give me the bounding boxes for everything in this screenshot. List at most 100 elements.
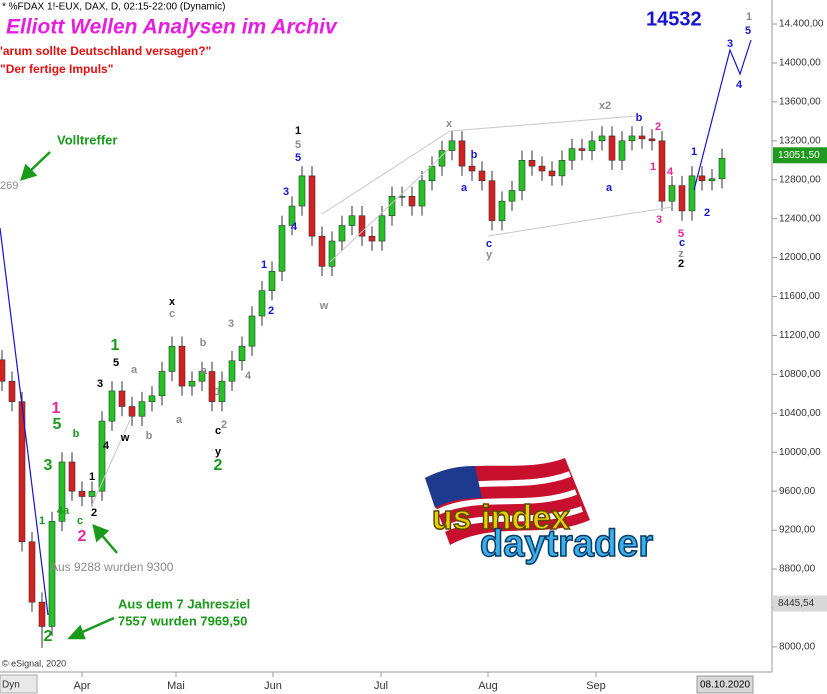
wave-label: 1 xyxy=(39,515,45,527)
wave-label: c xyxy=(169,308,175,320)
candle-body xyxy=(228,360,236,382)
candle-body xyxy=(178,345,186,387)
candle-body xyxy=(488,180,496,221)
y-tick-label: 10000,00 xyxy=(779,447,821,458)
candle-body xyxy=(28,541,36,603)
candle-body xyxy=(658,140,666,202)
subtitle: 'arum sollte Deutschland versagen?" xyxy=(0,44,211,58)
wave-label: 5 xyxy=(678,228,684,240)
candle-body xyxy=(78,490,86,497)
wave-label: a xyxy=(606,182,613,194)
candle-body xyxy=(698,175,706,182)
x-tick-label: Aug xyxy=(478,680,498,692)
wave-label: 2 xyxy=(78,528,87,545)
y-tick-label: 11200,00 xyxy=(779,330,820,341)
candle-body xyxy=(458,140,466,167)
candle-body xyxy=(338,225,346,242)
arrow-head xyxy=(92,524,110,543)
wave-label: x2 xyxy=(599,100,611,112)
candle-body xyxy=(608,135,616,161)
x-tick-label: Mai xyxy=(167,680,185,692)
wave-label: 5 xyxy=(295,139,301,151)
wave-label: 4 xyxy=(245,370,252,382)
candle-body xyxy=(0,359,6,382)
wave-label: a xyxy=(461,182,468,194)
wave-label: 5 xyxy=(53,416,62,433)
wave-label: 4 xyxy=(736,79,743,91)
candle-body xyxy=(158,371,166,397)
candle-body xyxy=(688,175,696,212)
price-marker-label: 13051,50 xyxy=(778,150,820,161)
wave-label: 2 xyxy=(91,507,97,519)
wave-label: 2 xyxy=(221,419,227,431)
candle-body xyxy=(218,380,226,402)
projection-line xyxy=(693,39,752,191)
y-tick-label: 12000,00 xyxy=(779,252,821,263)
wave-label: y xyxy=(215,446,222,458)
note: Aus dem 7 Jahresziel xyxy=(118,596,250,611)
note: Volltreffer xyxy=(57,132,117,147)
title: Elliott Wellen Analysen im Archiv xyxy=(6,16,338,39)
y-tick-label: 9600,00 xyxy=(779,486,816,497)
candle-body xyxy=(638,135,646,140)
candle-body xyxy=(238,345,246,362)
logo-text: us index xyxy=(432,499,570,537)
price-marker-label: 8445,54 xyxy=(778,598,815,609)
candle-body xyxy=(678,185,686,212)
start-label: Dyn xyxy=(2,680,20,691)
wave-label: 1 xyxy=(111,337,120,354)
candle-body xyxy=(68,461,76,492)
candle-body xyxy=(168,345,176,372)
wave-label: 1 xyxy=(650,161,656,173)
candle-body xyxy=(418,180,426,207)
wave-label: 1 xyxy=(295,125,301,137)
candle-body xyxy=(508,190,516,202)
wave-label: b xyxy=(73,428,80,440)
wave-label: 4 xyxy=(291,221,298,233)
channel-line xyxy=(449,115,637,132)
wave-label: 1 xyxy=(746,11,752,23)
y-tick-label: 8800,00 xyxy=(779,564,816,575)
candle-body xyxy=(628,135,636,142)
wave-label: 1 xyxy=(52,400,61,417)
candle-body xyxy=(398,195,406,198)
wave-label: c xyxy=(77,515,83,527)
wave-label: 4 xyxy=(667,166,674,178)
note: Aus 9288 wurden 9300 xyxy=(50,560,174,574)
candle-body xyxy=(568,148,576,161)
candle-body xyxy=(208,371,216,402)
channel-line xyxy=(91,419,131,506)
candle-body xyxy=(188,380,196,387)
x-tick-label: Apr xyxy=(73,680,90,692)
wave-label: w xyxy=(319,300,329,312)
x-tick-label: Jun xyxy=(264,680,282,692)
candle-body xyxy=(118,390,126,407)
candle-body xyxy=(258,290,266,317)
x-tick-label: Sep xyxy=(586,680,606,692)
wave-label: 3 xyxy=(656,214,662,226)
candle-body xyxy=(718,158,726,180)
wave-label: a xyxy=(201,365,208,377)
candle-body xyxy=(148,395,156,402)
y-tick-label: 14000,00 xyxy=(779,58,821,69)
candle-body xyxy=(358,215,366,237)
wave-label: x xyxy=(169,296,176,308)
y-tick-label: 10800,00 xyxy=(779,369,821,380)
candle-body xyxy=(708,178,716,182)
wave-label: y xyxy=(486,249,493,261)
wave-label: 3 xyxy=(44,457,53,474)
candle-body xyxy=(48,521,56,627)
candle-body xyxy=(448,140,456,151)
candle-body xyxy=(408,195,416,207)
target: 14532 xyxy=(646,8,702,30)
candle-body xyxy=(278,225,286,272)
channel-line xyxy=(329,149,449,263)
candle-body xyxy=(558,159,566,177)
candle-body xyxy=(248,315,256,347)
y-tick-label: 13200,00 xyxy=(779,135,821,146)
projection-lines xyxy=(0,39,752,616)
candle-body xyxy=(588,140,596,151)
candle-body xyxy=(328,240,336,267)
